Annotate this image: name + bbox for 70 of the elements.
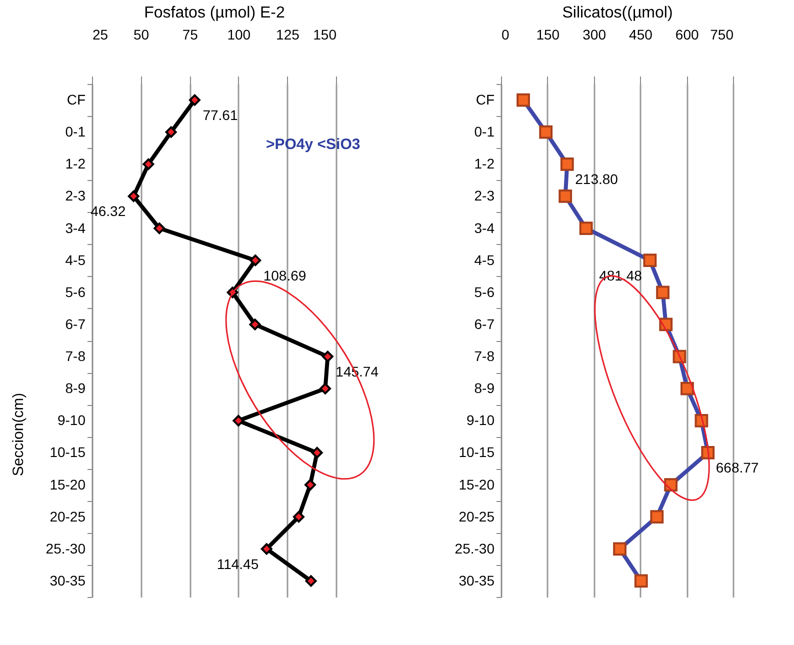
y-tick-label: 1-2 — [474, 156, 495, 172]
y-tick-label: 2-3 — [65, 188, 86, 204]
y-tick-label: 25.-30 — [454, 540, 495, 556]
point — [226, 286, 238, 298]
data-label: 108.69 — [263, 267, 306, 284]
y-tick-label: 7-8 — [474, 348, 495, 364]
y-tick-label: 30-35 — [458, 572, 495, 588]
y-tick-label: 8-9 — [65, 380, 86, 396]
point — [322, 350, 334, 362]
point — [249, 318, 261, 330]
point — [260, 543, 272, 555]
y-tick-label: 25.-30 — [46, 540, 86, 556]
data-label: 668.77 — [716, 460, 759, 476]
y-tick-label: 10-15 — [458, 444, 495, 460]
data-label: 213.80 — [575, 171, 618, 188]
y-tick-label: 3-4 — [474, 220, 495, 236]
y-tick-label: 7-8 — [65, 348, 86, 364]
y-tick-label: 1-2 — [65, 156, 86, 172]
point — [311, 446, 323, 458]
data-label: 46.32 — [90, 203, 126, 220]
point — [188, 94, 200, 106]
x-tick-label: 750 — [710, 26, 734, 42]
y-tick-label: 5-6 — [65, 284, 86, 300]
y-tick-label: 0-1 — [65, 124, 86, 140]
point — [232, 414, 244, 426]
y-tick-label: 20-25 — [50, 508, 86, 524]
y-tick-label: 4-5 — [474, 252, 495, 268]
data-label: 114.45 — [216, 556, 259, 572]
annotation: >PO4y <SiO3 — [266, 136, 360, 153]
y-tick-label: 6-7 — [65, 316, 86, 332]
x-tick-label: 150 — [313, 26, 337, 42]
x-axis-title: Fosfatos (µmol) E-2 — [144, 4, 285, 22]
x-tick-label: 75 — [182, 26, 198, 42]
y-tick-label: 3-4 — [65, 220, 86, 236]
x-tick-label: 600 — [675, 26, 699, 42]
x-tick-label: 0 — [502, 26, 510, 42]
point — [128, 190, 140, 202]
y-tick-label: 5-6 — [474, 284, 495, 300]
x-tick-label: 450 — [629, 26, 653, 42]
point — [304, 479, 316, 491]
y-tick-label: 0-1 — [474, 124, 495, 140]
x-axis-title: Silicatos((µmol) — [562, 4, 673, 22]
y-tick-label: 4-5 — [65, 252, 86, 268]
point — [305, 575, 317, 587]
y-tick-label: 15-20 — [50, 476, 86, 492]
y-tick-label: 20-25 — [458, 508, 495, 524]
x-tick-label: 100 — [227, 26, 251, 42]
data-label: 77.61 — [202, 107, 238, 124]
y-tick-label: 30-35 — [50, 572, 86, 588]
x-tick-label: 150 — [536, 26, 560, 42]
x-tick-label: 125 — [276, 26, 300, 42]
y-tick-label: CF — [66, 92, 86, 108]
point — [142, 158, 154, 170]
y-tick-label: 2-3 — [474, 188, 495, 204]
y-tick-label: 6-7 — [474, 316, 495, 332]
point — [165, 126, 177, 138]
y-tick-label: CF — [476, 92, 494, 108]
y-tick-label: 10-15 — [50, 444, 86, 460]
x-tick-label: 25 — [92, 26, 108, 42]
y-tick-label: 9-10 — [466, 412, 495, 428]
y-tick-label: 8-9 — [474, 380, 495, 396]
point — [292, 511, 304, 523]
y-tick-label: 9-10 — [57, 412, 86, 428]
point — [250, 254, 262, 266]
x-tick-label: 50 — [134, 26, 150, 42]
y-tick-label: 15-20 — [458, 476, 495, 492]
point — [320, 382, 332, 394]
y-axis-title: Seccion(cm) — [10, 392, 27, 476]
x-tick-label: 300 — [582, 26, 606, 42]
point — [154, 222, 166, 234]
